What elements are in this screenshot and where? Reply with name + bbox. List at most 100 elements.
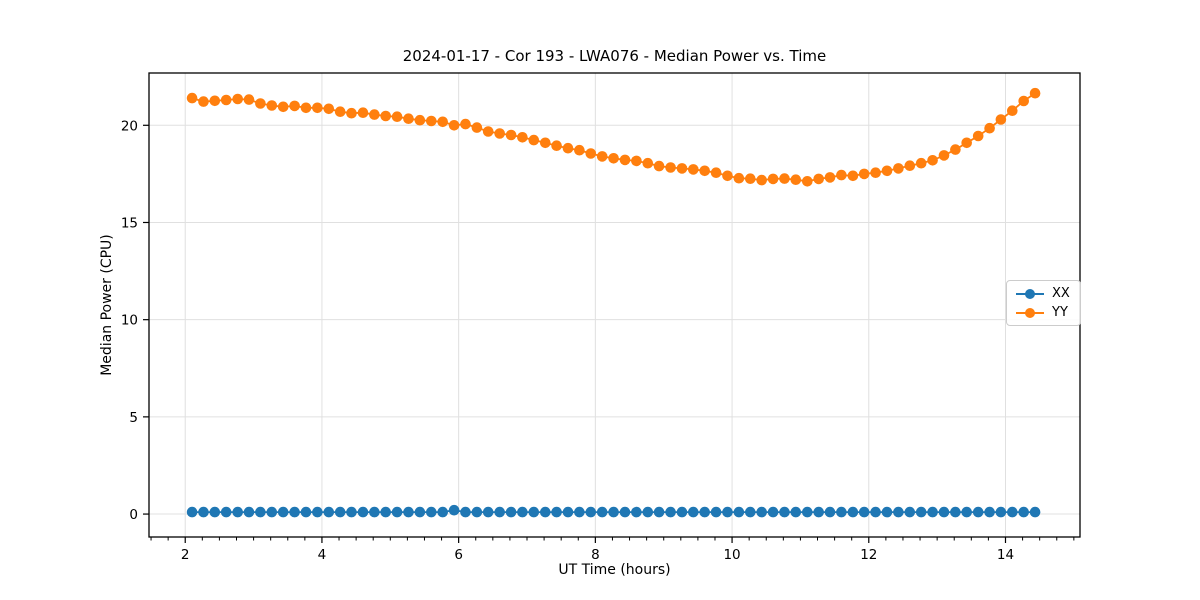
y-tick-label: 15 bbox=[121, 215, 138, 231]
data-point-xx bbox=[790, 506, 802, 518]
legend-item-xx: XX bbox=[1015, 286, 1070, 301]
data-point-xx bbox=[676, 506, 688, 518]
data-point-xx bbox=[824, 506, 836, 518]
data-point-yy bbox=[186, 92, 198, 104]
data-point-xx bbox=[528, 506, 540, 518]
data-point-xx bbox=[893, 506, 904, 518]
data-point-yy bbox=[562, 142, 574, 154]
data-point-xx bbox=[608, 506, 619, 518]
data-point-yy bbox=[437, 116, 449, 128]
data-point-yy bbox=[1029, 87, 1041, 99]
data-point-xx bbox=[915, 506, 927, 518]
data-point-xx bbox=[631, 506, 642, 518]
data-point-yy bbox=[619, 154, 631, 166]
data-point-yy bbox=[346, 107, 357, 119]
data-point-yy bbox=[881, 165, 893, 177]
y-tick-label: 20 bbox=[121, 118, 138, 134]
data-point-yy bbox=[528, 134, 540, 146]
data-point-yy bbox=[198, 96, 209, 107]
data-point-yy bbox=[277, 101, 289, 113]
data-point-xx bbox=[414, 506, 426, 518]
data-point-xx bbox=[1029, 506, 1041, 518]
data-point-xx bbox=[437, 506, 449, 518]
data-point-yy bbox=[893, 163, 904, 174]
data-point-xx bbox=[847, 506, 859, 518]
data-point-yy bbox=[300, 102, 312, 114]
data-point-yy bbox=[802, 176, 813, 187]
data-point-xx bbox=[904, 506, 916, 518]
data-point-yy bbox=[950, 144, 961, 155]
data-point-xx bbox=[836, 506, 847, 518]
x-tick-label: 8 bbox=[591, 547, 600, 563]
data-point-yy bbox=[722, 170, 733, 182]
data-point-xx bbox=[562, 506, 574, 518]
data-point-xx bbox=[323, 506, 335, 518]
data-point-yy bbox=[596, 151, 608, 162]
data-point-xx bbox=[574, 506, 585, 518]
data-point-xx bbox=[779, 506, 790, 518]
data-point-yy bbox=[357, 107, 369, 118]
data-point-xx bbox=[995, 506, 1007, 518]
x-tick-label: 6 bbox=[454, 547, 463, 563]
data-point-xx bbox=[767, 506, 779, 518]
data-point-xx bbox=[1007, 506, 1018, 518]
y-tick-label: 10 bbox=[121, 313, 138, 329]
data-point-yy bbox=[448, 120, 460, 131]
data-point-yy bbox=[824, 172, 836, 183]
data-point-xx bbox=[596, 506, 608, 518]
data-point-yy bbox=[403, 113, 414, 124]
data-point-xx bbox=[722, 506, 733, 518]
data-point-yy bbox=[220, 94, 232, 106]
legend-swatch-xx-icon bbox=[1016, 288, 1044, 299]
data-point-xx bbox=[209, 506, 221, 518]
data-point-yy bbox=[733, 172, 745, 184]
data-point-xx bbox=[277, 506, 289, 518]
data-point-xx bbox=[460, 506, 471, 518]
data-point-yy bbox=[232, 93, 243, 105]
plot-frame bbox=[148, 72, 1081, 538]
data-point-yy bbox=[494, 128, 506, 139]
data-point-yy bbox=[813, 173, 824, 185]
legend-label-xx: XX bbox=[1052, 286, 1070, 301]
data-point-yy bbox=[767, 173, 779, 185]
data-point-yy bbox=[334, 106, 346, 117]
data-point-yy bbox=[426, 115, 437, 127]
data-point-yy bbox=[391, 111, 403, 122]
data-point-xx bbox=[266, 506, 278, 518]
data-point-yy bbox=[688, 164, 699, 175]
data-point-yy bbox=[1018, 95, 1029, 107]
data-point-yy bbox=[585, 148, 597, 159]
data-point-yy bbox=[676, 163, 688, 174]
data-point-yy bbox=[312, 102, 323, 114]
data-point-yy bbox=[653, 160, 665, 172]
data-point-yy bbox=[631, 155, 642, 167]
data-point-xx bbox=[369, 506, 380, 518]
data-point-yy bbox=[1007, 105, 1018, 116]
data-point-yy bbox=[323, 103, 335, 115]
data-point-yy bbox=[961, 137, 972, 149]
data-point-xx bbox=[494, 506, 506, 518]
data-point-xx bbox=[710, 506, 722, 518]
data-point-yy bbox=[699, 165, 710, 177]
data-point-yy bbox=[574, 144, 585, 156]
data-point-yy bbox=[540, 137, 551, 149]
data-point-yy bbox=[756, 174, 767, 186]
data-point-yy bbox=[380, 110, 392, 122]
data-point-xx bbox=[312, 506, 323, 518]
data-point-xx bbox=[938, 506, 950, 518]
data-point-xx bbox=[961, 506, 972, 518]
data-point-yy bbox=[870, 167, 881, 178]
data-point-yy bbox=[858, 168, 870, 180]
data-point-xx bbox=[426, 506, 437, 518]
data-point-yy bbox=[471, 122, 483, 133]
x-tick-label: 12 bbox=[860, 547, 877, 563]
data-point-xx bbox=[551, 506, 562, 518]
x-tick-label: 14 bbox=[997, 547, 1014, 563]
data-point-yy bbox=[927, 155, 938, 166]
data-point-xx bbox=[186, 506, 198, 518]
data-point-xx bbox=[1018, 506, 1029, 518]
data-point-yy bbox=[608, 153, 619, 164]
data-point-xx bbox=[482, 506, 494, 518]
data-point-xx bbox=[802, 506, 813, 518]
